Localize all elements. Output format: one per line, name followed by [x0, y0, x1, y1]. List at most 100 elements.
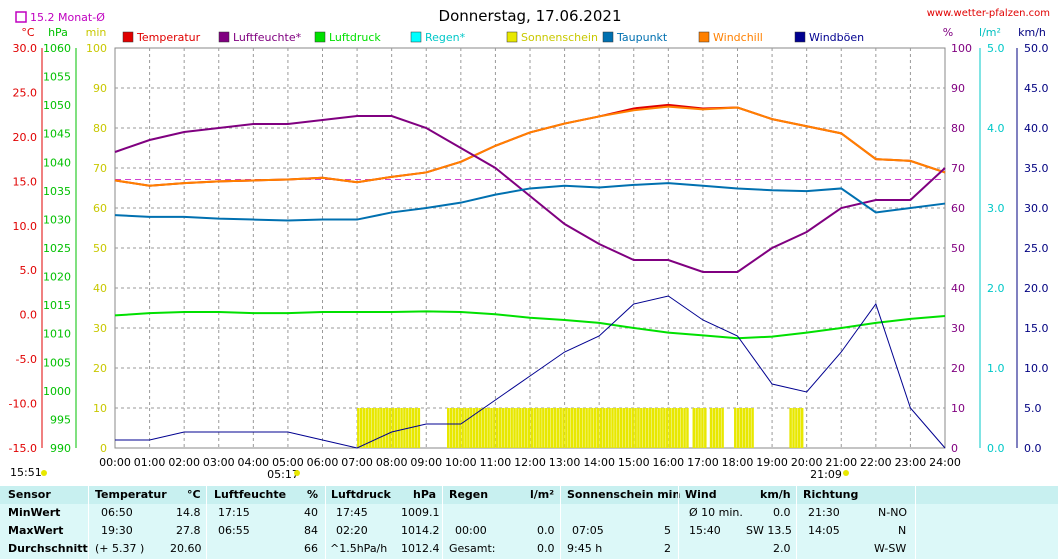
sunshine-bar: [674, 408, 678, 448]
wind-tick-label: 10.0: [1024, 362, 1049, 375]
sun-tick-label: 80: [93, 122, 107, 135]
legend-swatch: [506, 31, 518, 43]
temp-tick-label: 15.0: [13, 175, 38, 188]
sunshine-bar: [521, 408, 525, 448]
pressure-tick-label: 1060: [43, 42, 71, 55]
wind-tick-label: 20.0: [1024, 282, 1049, 295]
hum-max-time: 06:55: [218, 524, 250, 537]
sunshine-bar: [680, 408, 683, 448]
sunshine-bar: [798, 408, 801, 448]
sun-tick-label: 90: [93, 82, 107, 95]
humidity-tick-label: 0: [951, 442, 958, 455]
sunshine-bar: [625, 408, 629, 448]
sunshine-bar: [792, 408, 795, 448]
legend-label: Sonnenschein: [521, 31, 598, 44]
pressure-tick-label: 1040: [43, 156, 71, 169]
hdr-temp-unit: °C: [187, 488, 201, 501]
temp-max-time: 19:30: [101, 524, 133, 537]
hdr-temperature: Temperatur: [95, 488, 167, 501]
sunshine-bar: [458, 408, 462, 448]
hdr-humidity: Luftfeuchte: [214, 488, 287, 501]
unit-hpa: hPa: [48, 26, 68, 39]
temp-tick-label: -10.0: [9, 398, 37, 411]
temp-tick-label: -15.0: [9, 442, 37, 455]
sunshine-bar: [751, 408, 754, 448]
sunshine-bar: [544, 408, 548, 448]
temp-min-value: 14.8: [176, 506, 201, 519]
x-tick-label: 13:00: [549, 456, 581, 469]
sunshine-bar: [686, 408, 689, 448]
legend-swatch: [314, 31, 326, 43]
legend-label: Taupunkt: [616, 31, 668, 44]
sunshine-bar: [573, 408, 577, 448]
sunshine-bar: [481, 408, 485, 448]
sunshine-bar: [357, 408, 360, 448]
sunshine-bar: [709, 408, 713, 448]
pressure-tick-label: 990: [50, 442, 71, 455]
sunrise-time: 05:17: [267, 468, 299, 481]
rain-tick-label: 3.0: [987, 202, 1005, 215]
row-label: MaxWert: [8, 524, 64, 537]
sunshine-bar: [478, 408, 482, 448]
temp-min-time: 06:50: [101, 506, 133, 519]
sunshine-bar: [385, 408, 389, 448]
sunshine-bar: [701, 408, 704, 448]
x-tick-label: 20:00: [791, 456, 823, 469]
sunshine-bar: [622, 408, 626, 448]
sunshine-bar: [452, 408, 456, 448]
wind-tick-label: 0.0: [1024, 442, 1042, 455]
hdr-pressure: Luftdruck: [331, 488, 391, 501]
humidity-tick-label: 70: [951, 162, 965, 175]
sunshine-bar: [550, 408, 554, 448]
temp-tick-label: 20.0: [13, 131, 38, 144]
sunshine-bar: [539, 408, 542, 448]
rain-tick-label: 0.0: [987, 442, 1005, 455]
sun-max-value: 5: [664, 524, 671, 537]
sunshine-bar: [527, 408, 531, 448]
humidity-tick-label: 30: [951, 322, 965, 335]
pressure-tick-label: 1050: [43, 99, 71, 112]
hdr-sensor: Sensor: [8, 488, 51, 501]
x-tick-label: 16:00: [652, 456, 684, 469]
sunshine-bar: [663, 408, 666, 448]
wind-tick-label: 40.0: [1024, 122, 1049, 135]
sunshine-bar: [377, 408, 380, 448]
hum-max-value: 84: [304, 524, 318, 537]
row-label: Durchschnitt: [8, 542, 88, 555]
sunshine-bar: [472, 408, 476, 448]
series-windchill: [114, 105, 946, 187]
sun-total: 9:45 h: [567, 542, 603, 555]
legend-label: Luftfeuchte*: [233, 31, 302, 44]
humidity-tick-label: 10: [951, 402, 965, 415]
legend-swatch: [602, 31, 614, 43]
wind-tick-label: 30.0: [1024, 202, 1049, 215]
pressure-tick-label: 1030: [43, 213, 71, 226]
wind-tick-label: 5.0: [1024, 402, 1042, 415]
x-tick-label: 07:00: [341, 456, 373, 469]
sunshine-bar: [371, 408, 374, 448]
sunshine-bar: [501, 408, 505, 448]
sunshine-bar: [608, 408, 611, 448]
rain-total-value: 0.0: [537, 542, 555, 555]
series-luftdruck: [114, 310, 946, 340]
rain-tick-label: 5.0: [987, 42, 1005, 55]
sunshine-bar: [507, 408, 511, 448]
pressure-tick-label: 1045: [43, 128, 71, 141]
sunshine-bar: [498, 408, 502, 448]
monthly-avg-label: 15.2 Monat-Ø: [30, 11, 105, 24]
dir-min-time: 21:30: [808, 506, 840, 519]
sunshine-bar: [698, 408, 701, 448]
sunshine-bar: [712, 408, 716, 448]
hdr-wind-unit: km/h: [760, 488, 791, 501]
x-tick-label: 08:00: [376, 456, 408, 469]
wind-tick-label: 45.0: [1024, 82, 1049, 95]
sunshine-bar: [657, 408, 660, 448]
sunshine-bar: [380, 408, 383, 448]
sunshine-bar: [739, 408, 743, 448]
humidity-tick-label: 60: [951, 202, 965, 215]
sun-tick-label: 0: [100, 442, 107, 455]
sunshine-bar: [585, 408, 588, 448]
sunshine-bar: [588, 408, 591, 448]
chart-title: Donnerstag, 17.06.2021: [439, 7, 622, 25]
sunshine-bar: [536, 408, 539, 448]
